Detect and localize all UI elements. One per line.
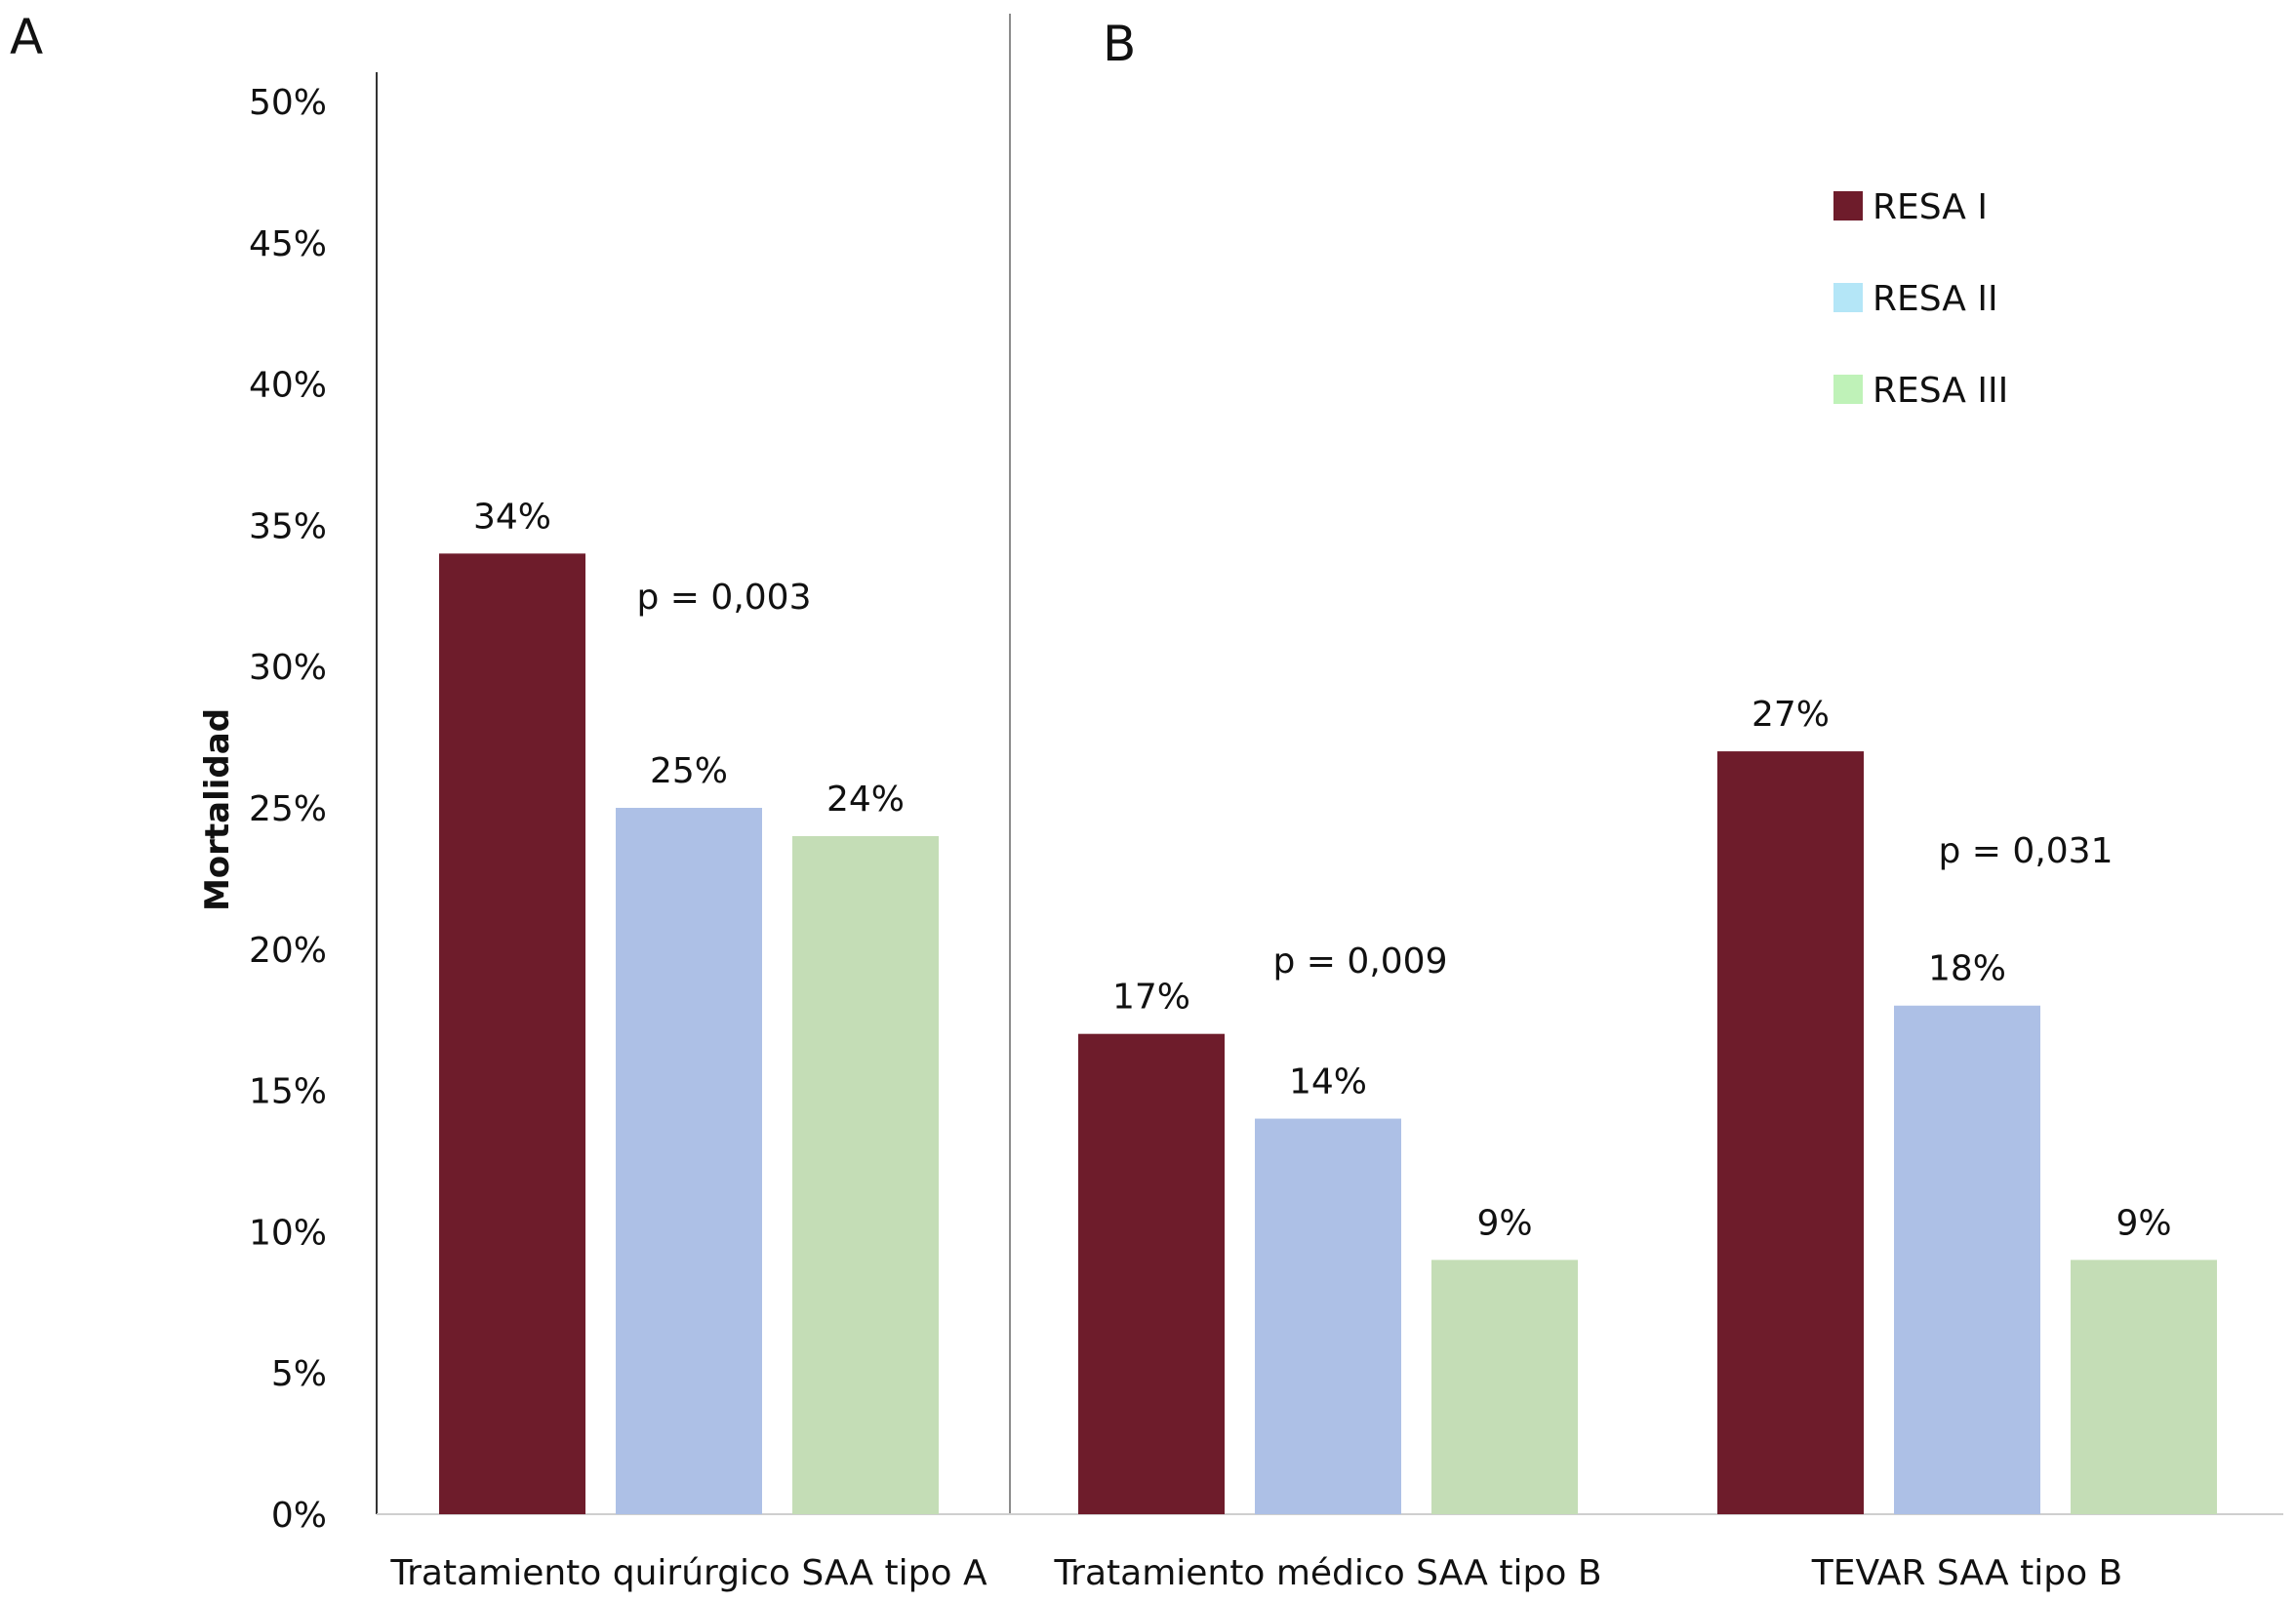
bar-value-label: 17% — [1112, 978, 1190, 1018]
panel-b-label: B — [1103, 16, 1136, 72]
y-tick-label: 35% — [249, 506, 327, 546]
y-tick-labels: 0% 5% 10% 15% 20% 25% 30% 35% 40% 45% 50% — [249, 83, 327, 1536]
y-tick-label: 50% — [249, 83, 327, 123]
bar — [616, 808, 762, 1514]
p-value-annotation-a: p = 0,003 — [637, 578, 812, 618]
bar-value-label: 18% — [1928, 949, 2006, 989]
bar — [792, 835, 939, 1514]
legend-swatch — [1833, 375, 1863, 404]
legend-label: RESA III — [1873, 371, 2008, 411]
y-tick-label: 10% — [249, 1213, 327, 1253]
bar-value-label: 24% — [826, 780, 905, 820]
y-tick-label: 20% — [249, 931, 327, 971]
category-label: Tratamiento quirúrgico SAA tipo A — [389, 1553, 987, 1593]
p-value-annotation-tevar: p = 0,031 — [1939, 831, 2114, 871]
bar-value-labels: 34% 17% 27% 25% 14% 18% 24% 9% 9% — [473, 497, 2172, 1243]
panel-a-label: A — [10, 9, 43, 65]
y-tick-label: 0% — [271, 1496, 327, 1536]
bar — [1717, 751, 1864, 1514]
bar-value-label: 14% — [1289, 1062, 1367, 1102]
y-tick-label: 5% — [271, 1354, 327, 1394]
y-tick-label: 30% — [249, 648, 327, 688]
bars — [439, 553, 2217, 1514]
legend-swatch — [1833, 283, 1863, 312]
y-tick-label: 40% — [249, 366, 327, 406]
legend-swatch — [1833, 191, 1863, 220]
bar — [2071, 1260, 2217, 1514]
bar-value-label: 25% — [650, 751, 728, 791]
bar-value-label: 9% — [2115, 1203, 2171, 1243]
legend-label: RESA II — [1873, 279, 1998, 319]
category-label: TEVAR SAA tipo B — [1811, 1553, 2123, 1593]
y-tick-label: 25% — [249, 789, 327, 829]
bar — [439, 553, 585, 1514]
legend: RESA I RESA II RESA III — [1833, 187, 2008, 411]
bar-value-label: 34% — [473, 497, 551, 537]
bar-value-label: 9% — [1476, 1203, 1532, 1243]
y-tick-label: 15% — [249, 1072, 327, 1112]
bar — [1078, 1033, 1225, 1514]
bar-value-label: 27% — [1752, 695, 1830, 735]
y-axis-label: Mortalidad — [198, 708, 237, 911]
p-value-annotation-b: p = 0,009 — [1273, 942, 1448, 982]
category-label: Tratamiento médico SAA tipo B — [1053, 1553, 1601, 1593]
bar — [1431, 1260, 1578, 1514]
bar — [1255, 1118, 1401, 1514]
category-labels: Tratamiento quirúrgico SAA tipo A Tratami… — [389, 1553, 2122, 1593]
y-tick-label: 45% — [249, 224, 327, 264]
bar — [1894, 1005, 2040, 1514]
legend-label: RESA I — [1873, 187, 1988, 227]
